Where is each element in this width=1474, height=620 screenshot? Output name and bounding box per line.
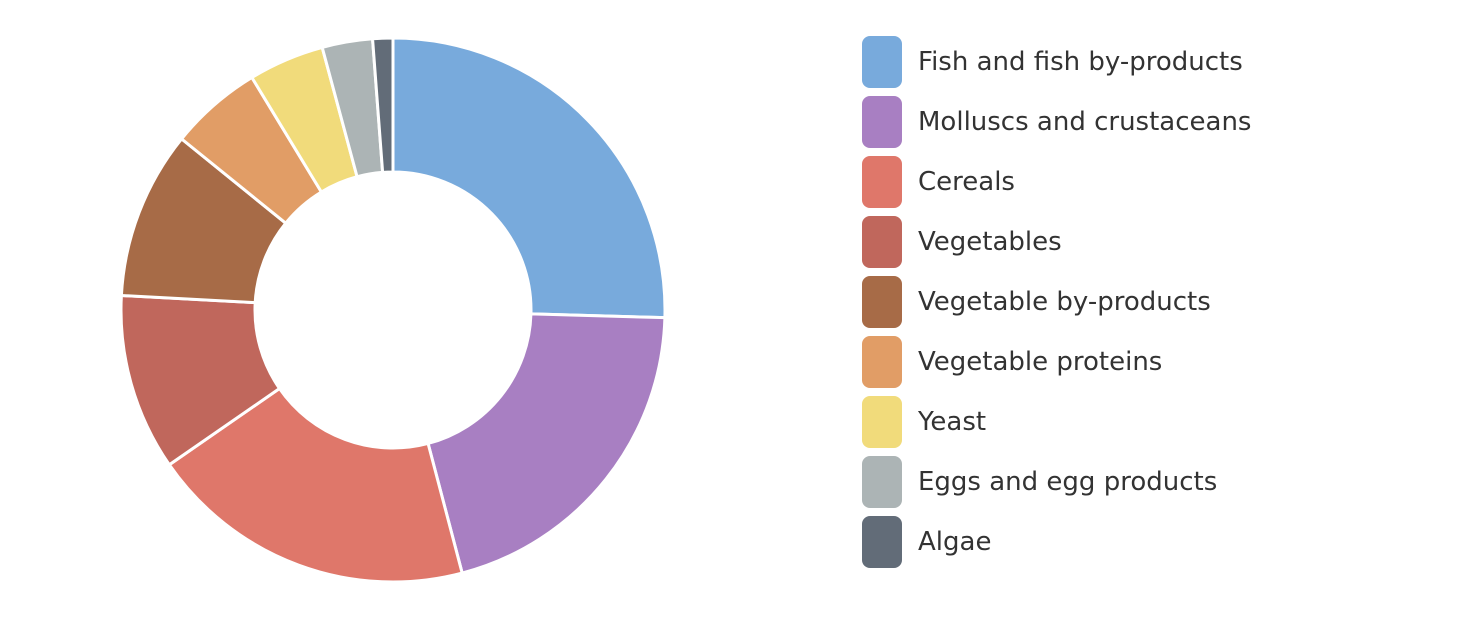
legend-swatch [862, 96, 902, 148]
legend-label: Fish and fish by-products [918, 47, 1243, 77]
chart-legend: Fish and fish by-products Molluscs and cr… [862, 36, 1251, 576]
donut-svg [119, 36, 667, 584]
legend-item[interactable]: Molluscs and crustaceans [862, 96, 1251, 148]
donut-slice-3[interactable] [167, 387, 464, 584]
legend-label: Algae [918, 527, 992, 557]
legend-swatch [862, 336, 902, 388]
legend-label: Vegetables [918, 227, 1062, 257]
donut-chart [119, 36, 667, 584]
legend-item[interactable]: Vegetable by-products [862, 276, 1251, 328]
donut-slice-9[interactable] [371, 36, 395, 174]
legend-item[interactable]: Eggs and egg products [862, 456, 1251, 508]
legend-label: Cereals [918, 167, 1015, 197]
legend-label: Vegetable by-products [918, 287, 1211, 317]
donut-slice-2[interactable] [426, 312, 667, 575]
legend-label: Molluscs and crustaceans [918, 107, 1252, 137]
legend-swatch [862, 276, 902, 328]
legend-item[interactable]: Cereals [862, 156, 1251, 208]
legend-swatch [862, 456, 902, 508]
legend-label: Eggs and egg products [918, 467, 1218, 497]
legend-item[interactable]: Fish and fish by-products [862, 36, 1251, 88]
legend-item[interactable]: Vegetables [862, 216, 1251, 268]
legend-item[interactable]: Vegetable proteins [862, 336, 1251, 388]
legend-swatch [862, 516, 902, 568]
legend-swatch [862, 216, 902, 268]
legend-swatch [862, 396, 902, 448]
legend-label: Vegetable proteins [918, 347, 1163, 377]
legend-item[interactable]: Yeast [862, 396, 1251, 448]
legend-item[interactable]: Algae [862, 516, 1251, 568]
legend-swatch [862, 36, 902, 88]
legend-label: Yeast [918, 407, 987, 437]
donut-slice-1[interactable] [391, 36, 667, 320]
legend-swatch [862, 156, 902, 208]
